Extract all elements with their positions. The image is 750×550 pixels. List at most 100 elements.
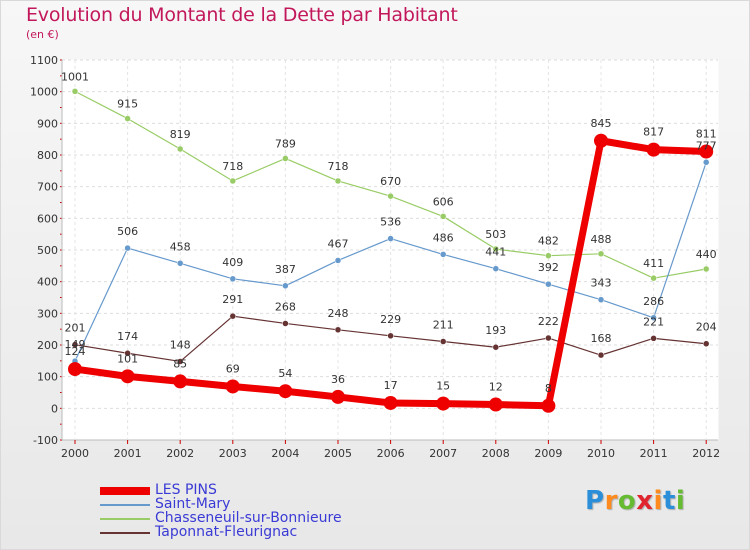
- data-label: 343: [591, 277, 612, 290]
- series-point-2: [387, 192, 394, 200]
- data-label: 193: [485, 324, 506, 337]
- data-label: 718: [328, 160, 349, 173]
- legend-swatch: [100, 504, 150, 506]
- legend-label: Taponnat-Fleurignac: [155, 524, 298, 540]
- chart-subtitle: (en €): [26, 28, 59, 41]
- series-point-2: [702, 265, 710, 273]
- series-point-2: [282, 155, 289, 162]
- data-label: 69: [226, 362, 240, 375]
- series-point-3: [387, 332, 394, 340]
- data-label: 506: [117, 225, 138, 238]
- series-point-0: [278, 384, 293, 399]
- x-tick-label: 2011: [640, 447, 668, 460]
- data-label: 268: [275, 300, 296, 313]
- data-label: 101: [117, 352, 138, 365]
- data-label: 811: [696, 128, 717, 141]
- logo-letter: r: [604, 486, 618, 516]
- series-point-3: [282, 320, 289, 327]
- data-label: 467: [328, 237, 349, 250]
- y-tick-label: 400: [37, 276, 58, 289]
- data-label: 440: [696, 248, 717, 261]
- series-point-3: [702, 340, 710, 347]
- data-label: 670: [380, 175, 401, 188]
- y-tick-label: 700: [37, 181, 58, 194]
- y-tick-label: 300: [37, 307, 58, 320]
- series-point-1: [229, 275, 237, 283]
- legend-item: Chasseneuil-sur-Bonnieure: [100, 510, 430, 526]
- legend-label: Chasseneuil-sur-Bonnieure: [155, 510, 342, 526]
- series-point-1: [282, 282, 289, 290]
- data-label: 201: [65, 322, 86, 335]
- series-point-0: [594, 133, 608, 148]
- series-point-0: [436, 396, 451, 411]
- series-point-3: [492, 343, 500, 351]
- x-tick-label: 2010: [587, 447, 615, 460]
- logo-letter: x: [636, 486, 654, 516]
- series-point-0: [225, 379, 240, 394]
- data-label: 606: [433, 195, 454, 208]
- data-label: 211: [433, 319, 454, 332]
- x-tick-label: 2004: [271, 447, 299, 460]
- data-label: 817: [643, 126, 664, 139]
- data-label: 85: [173, 357, 187, 370]
- series-point-1: [650, 314, 657, 322]
- legend-swatch: [100, 532, 150, 534]
- data-label: 36: [331, 373, 345, 386]
- data-label: 15: [436, 380, 450, 393]
- legend: LES PINS Saint-Mary Chasseneuil-sur-Bonnie…: [100, 482, 430, 540]
- y-tick-label: 600: [37, 212, 58, 225]
- y-tick-label: 200: [37, 339, 58, 352]
- data-label: 168: [591, 332, 612, 345]
- series-point-0: [646, 142, 661, 157]
- series-point-1: [176, 260, 184, 267]
- series-point-3: [71, 341, 79, 348]
- data-label: 204: [696, 321, 717, 334]
- series-point-2: [492, 245, 500, 253]
- data-label: 222: [538, 315, 559, 328]
- data-label: 174: [117, 330, 138, 343]
- x-tick-label: 2007: [429, 447, 457, 460]
- y-tick-label: 900: [37, 117, 58, 130]
- series-point-3: [176, 358, 184, 365]
- series-point-3: [597, 351, 605, 359]
- data-label: 12: [489, 381, 503, 394]
- legend-swatch: [100, 518, 150, 520]
- y-tick-label: 100: [37, 371, 58, 384]
- series-point-0: [488, 397, 503, 412]
- data-label: 819: [170, 128, 191, 141]
- series-point-3: [229, 312, 237, 320]
- logo-letter: i: [675, 486, 686, 516]
- series-point-3: [650, 335, 657, 342]
- series-point-2: [334, 177, 342, 185]
- data-label: 17: [384, 379, 398, 392]
- legend-item: Saint-Mary: [100, 496, 430, 512]
- logo-letter: t: [662, 486, 676, 516]
- y-tick-label: 1100: [30, 54, 58, 67]
- x-tick-label: 2003: [219, 447, 247, 460]
- x-tick-label: 2012: [692, 447, 720, 460]
- legend-item: Taponnat-Fleurignac: [100, 524, 430, 540]
- data-label: 387: [275, 263, 296, 276]
- series-point-0: [383, 395, 398, 410]
- series-point-0: [68, 362, 82, 377]
- logo-letter: P: [585, 486, 605, 516]
- series-point-2: [71, 88, 79, 95]
- y-tick-label: -100: [33, 434, 58, 447]
- x-tick-label: 2006: [377, 447, 405, 460]
- x-tick-label: 2009: [534, 447, 562, 460]
- data-label: 149: [65, 338, 86, 351]
- data-label: 286: [643, 295, 664, 308]
- x-tick-label: 2008: [482, 447, 510, 460]
- series-point-2: [176, 145, 184, 153]
- series-point-2: [545, 252, 552, 259]
- series-point-2: [124, 115, 131, 122]
- logo-letter: i: [653, 486, 663, 516]
- data-label: 441: [485, 246, 506, 259]
- chart-title: Evolution du Montant de la Dette par Hab…: [26, 4, 458, 26]
- data-label: 536: [380, 216, 401, 229]
- data-label: 1001: [61, 70, 89, 83]
- series-point-0: [120, 369, 135, 384]
- series-point-2: [229, 177, 237, 185]
- data-label: 845: [591, 117, 612, 130]
